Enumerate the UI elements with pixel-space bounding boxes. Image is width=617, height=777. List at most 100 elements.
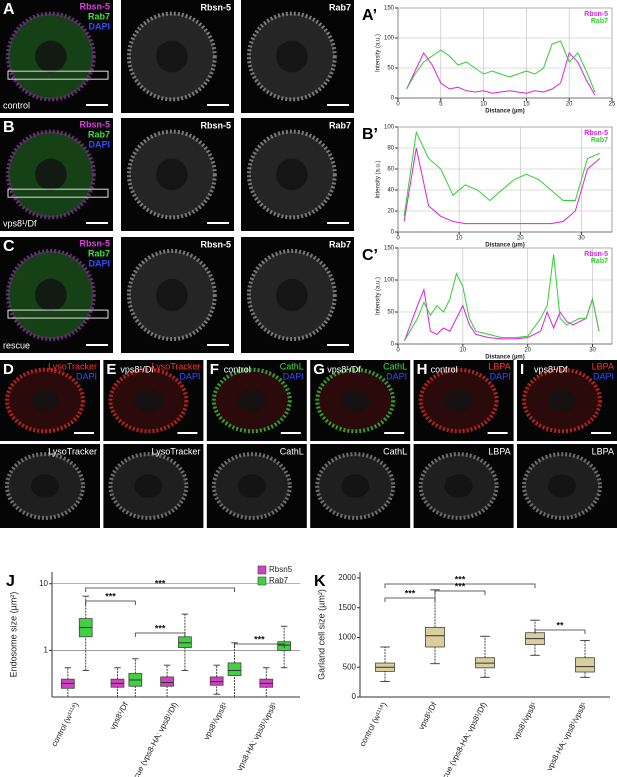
y-tick-label: 0	[391, 342, 395, 348]
x-tick-label: 0	[396, 236, 400, 242]
x-tick-label: vps8¹/vps8¹	[511, 700, 539, 741]
nucleus	[548, 389, 576, 412]
legend-swatch	[257, 576, 267, 586]
channel-label: DAPI	[76, 371, 97, 381]
x-tick-label: 5	[439, 102, 443, 108]
channel-label: CathL	[280, 446, 304, 456]
x-tick-label: vps8¹/Df	[108, 700, 130, 731]
legend-label: Rab7	[591, 18, 608, 25]
nucleus	[134, 474, 163, 498]
x-tick-label: 15	[523, 102, 530, 108]
channel-label: CathL	[383, 446, 407, 456]
significance-bracket	[134, 632, 186, 637]
channel-label: LBPA	[592, 446, 614, 456]
panel-letter: D	[3, 361, 14, 378]
plot-frame	[397, 126, 613, 233]
panel-letter: H	[417, 361, 428, 378]
significance-bracket	[384, 583, 536, 588]
profile-roi	[7, 70, 109, 80]
x-tick-label: 20	[566, 102, 573, 108]
condition: vps8¹/Df	[3, 218, 37, 228]
significance-bracket	[234, 643, 285, 648]
profile-roi	[7, 309, 109, 319]
profile-line	[403, 130, 600, 217]
condition: control	[224, 364, 251, 374]
x-tick-label: 10	[460, 348, 467, 354]
y-tick-label: 0	[391, 230, 395, 236]
legend-label: Rab7	[591, 258, 608, 265]
y-tick-label: 150	[384, 6, 395, 12]
significance-bracket	[434, 590, 486, 595]
y-tick-label: 10	[39, 579, 48, 588]
panel-letter: B	[3, 119, 15, 136]
plot-frame	[397, 7, 613, 99]
channel-label: Rbsn-5	[79, 119, 110, 129]
condition: vps8¹/Df	[534, 364, 568, 374]
condition: rescue	[3, 340, 30, 350]
legend-label: Rab7	[591, 137, 608, 144]
legend-label: Rbsn5	[269, 565, 293, 574]
significance-label: ***	[405, 588, 416, 598]
nucleus	[276, 158, 308, 191]
nucleus	[156, 40, 188, 73]
significance-label: ***	[455, 574, 466, 584]
legend-label: Rab7	[269, 576, 289, 585]
y-tick-label: 0	[391, 96, 395, 102]
channel-label: DAPI	[179, 371, 200, 381]
channel-label: Rbsn-5	[79, 1, 110, 11]
significance-bracket	[85, 587, 235, 592]
y-tick-label: 50	[387, 310, 394, 316]
x-tick-label: 20	[524, 348, 531, 354]
condition: control	[431, 364, 458, 374]
y-tick-label: 1500	[338, 603, 356, 612]
y-tick-label: 60	[387, 167, 394, 173]
condition: vps8¹/Df	[327, 364, 361, 374]
profile-roi	[7, 188, 109, 198]
y-tick-label: 1	[44, 646, 49, 655]
y-tick-label: 1000	[338, 633, 356, 642]
nucleus	[35, 278, 67, 312]
channel-label: Rbsn-5	[200, 2, 231, 12]
nucleus	[134, 389, 163, 412]
box	[575, 657, 595, 673]
channel-label: CathL	[383, 361, 407, 371]
channel-label: LBPA	[488, 446, 510, 456]
significance-label: ***	[155, 578, 166, 588]
x-tick-label: control (w¹¹¹⁸)	[50, 700, 81, 748]
y-axis-label: Garland cell size (µm²)	[316, 589, 326, 680]
channel-label: Rbsn-5	[200, 120, 231, 130]
y-tick-label: 0	[352, 692, 357, 701]
x-tick-label: vps8¹/Df	[417, 700, 439, 731]
y-tick-label: 500	[343, 662, 357, 671]
y-axis-label: Intensity (a.u.)	[376, 277, 382, 315]
nucleus	[35, 40, 67, 73]
panel-letter: A	[3, 1, 15, 18]
box	[209, 676, 224, 686]
channel-label: LysoTracker	[48, 446, 97, 456]
channel-label: DAPI	[386, 371, 407, 381]
y-tick-label: 50	[387, 66, 394, 72]
channel-label: DAPI	[490, 371, 511, 381]
box	[227, 662, 242, 676]
y-tick-label: 20	[387, 209, 394, 215]
channel-label: DAPI	[88, 139, 110, 149]
profile-line	[406, 40, 596, 93]
channel-label: LysoTracker	[152, 361, 201, 371]
panel-letter: F	[210, 361, 219, 378]
x-tick-label: control (w¹¹¹⁸)	[358, 700, 389, 748]
panel-letter: I	[520, 361, 524, 378]
nucleus	[237, 474, 266, 498]
panel-letter: C	[3, 238, 15, 255]
y-axis-label: Intensity (a.u.)	[376, 160, 382, 198]
profile-line	[404, 254, 600, 342]
nucleus	[156, 158, 188, 191]
y-tick-label: 100	[384, 125, 395, 131]
y-tick-label: 100	[384, 36, 395, 42]
legend-label: Rbsn-5	[584, 130, 608, 137]
panel-letter: E	[106, 361, 116, 378]
channel-label: CathL	[280, 361, 304, 371]
x-tick-label: vps8-HA; vps8¹/vps8¹	[545, 700, 589, 772]
nucleus	[444, 474, 473, 498]
x-tick-label: vps8-HA; vps8¹/vps8¹	[235, 700, 279, 772]
significance-label: ***	[105, 591, 116, 601]
